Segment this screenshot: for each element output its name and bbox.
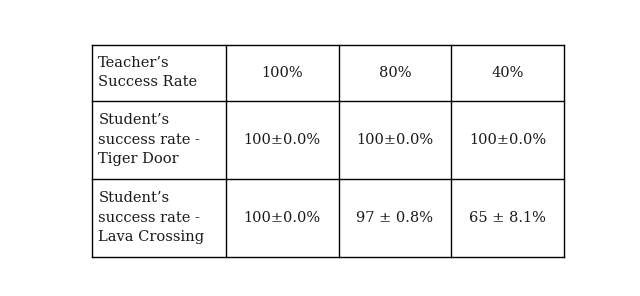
Text: 100±0.0%: 100±0.0% — [244, 210, 321, 225]
Text: 100±0.0%: 100±0.0% — [244, 133, 321, 147]
Text: 65 ± 8.1%: 65 ± 8.1% — [469, 210, 546, 225]
Text: Student’s
success rate -
Lava Crossing: Student’s success rate - Lava Crossing — [99, 191, 204, 244]
Text: Teacher’s
Success Rate: Teacher’s Success Rate — [99, 56, 198, 89]
Text: 100±0.0%: 100±0.0% — [468, 133, 546, 147]
Text: 80%: 80% — [379, 66, 411, 80]
Text: 40%: 40% — [491, 66, 524, 80]
Text: Student’s
success rate -
Tiger Door: Student’s success rate - Tiger Door — [99, 113, 200, 166]
Text: 100%: 100% — [262, 66, 303, 80]
Text: 97 ± 0.8%: 97 ± 0.8% — [356, 210, 433, 225]
Text: 100±0.0%: 100±0.0% — [356, 133, 433, 147]
